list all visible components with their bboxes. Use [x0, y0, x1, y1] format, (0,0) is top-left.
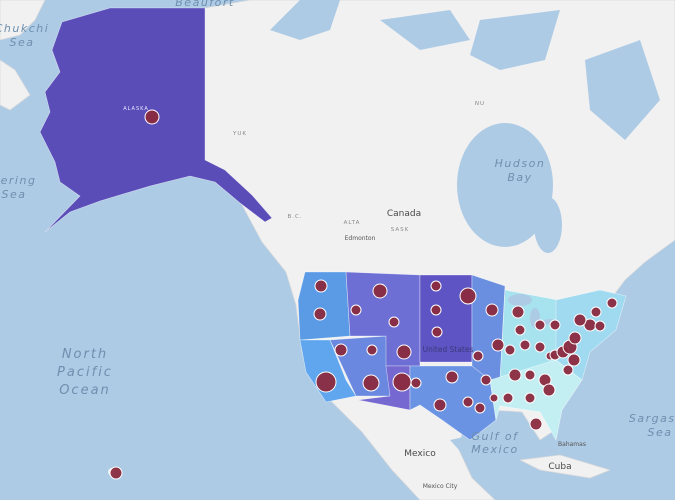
- bubble: [567, 353, 581, 367]
- bubble: [524, 369, 536, 381]
- bubble: [514, 324, 526, 336]
- land: [0, 59, 31, 111]
- province-label: ALTA: [344, 220, 361, 226]
- state-label: ALASKA: [123, 106, 149, 112]
- bubble: [489, 393, 499, 403]
- bubble: [472, 350, 484, 362]
- bubble: [445, 370, 459, 384]
- bubble: [534, 341, 546, 353]
- bubble: [459, 287, 477, 305]
- hudson-bay: [457, 123, 553, 247]
- bubble: [350, 304, 362, 316]
- bubble: [334, 343, 348, 357]
- bubble: [480, 374, 492, 386]
- sea-label: Bering: [0, 174, 36, 187]
- bubble: [534, 319, 546, 331]
- bubble: [396, 344, 412, 360]
- bubble: [144, 109, 160, 125]
- province-label: NU: [475, 101, 485, 107]
- bubble: [410, 377, 422, 389]
- sea-label: Pacific: [57, 365, 113, 380]
- sea-label: Hudson: [495, 157, 546, 170]
- bubble: [372, 283, 388, 299]
- country-label: United States: [423, 345, 474, 354]
- sea-label: North: [62, 347, 108, 362]
- bubble: [313, 307, 327, 321]
- bubble: [109, 466, 123, 480]
- sea-label: Sargasso: [629, 412, 675, 425]
- country-label: Canada: [387, 209, 421, 219]
- sea-label: Mexico: [471, 443, 519, 456]
- bubble: [511, 305, 525, 319]
- region-texas: [409, 365, 497, 441]
- bubble: [485, 303, 499, 317]
- bubble: [504, 344, 516, 356]
- arctic-channel: [470, 10, 560, 70]
- bubble: [524, 392, 536, 404]
- bubble: [388, 316, 400, 328]
- sea-label: Ocean: [59, 383, 111, 398]
- bubble: [431, 326, 443, 338]
- region-northwest: [297, 271, 351, 341]
- bubble: [508, 368, 522, 382]
- bubble: [362, 374, 380, 392]
- country-label: Bahamas: [558, 441, 586, 448]
- bubble: [568, 331, 582, 345]
- bubble: [562, 364, 574, 376]
- james-bay: [534, 197, 562, 253]
- bubble: [519, 339, 531, 351]
- bubble: [542, 383, 556, 397]
- baffin-bay: [585, 40, 660, 140]
- great-lake: [508, 294, 532, 306]
- bubble: [529, 417, 543, 431]
- bubble: [502, 392, 514, 404]
- bubble: [433, 398, 447, 412]
- sea-label: Gulf of: [471, 430, 519, 443]
- bubble: [606, 297, 618, 309]
- sea-label: Bay: [507, 171, 532, 184]
- bubble: [430, 280, 442, 292]
- gulf-water: [450, 425, 540, 465]
- land: [0, 0, 46, 41]
- bubble: [430, 304, 442, 316]
- province-label: SASK: [391, 227, 409, 233]
- country-label: Cuba: [548, 462, 571, 472]
- city-label: Edmonton: [345, 235, 376, 242]
- cuba-land: [518, 454, 612, 479]
- bubble: [392, 372, 412, 392]
- region-upper-midwest: [471, 274, 506, 381]
- province-label: B.C.: [287, 214, 302, 220]
- bubble: [491, 338, 505, 352]
- sea-label: Chukchi: [0, 22, 49, 35]
- sea-label: Sea: [648, 426, 673, 439]
- bubble: [314, 279, 328, 293]
- sea-label: Sea: [10, 36, 35, 49]
- bubble: [594, 320, 606, 332]
- bubble: [315, 371, 337, 393]
- bubble: [549, 319, 561, 331]
- bubble: [462, 396, 474, 408]
- sea-label: Beaufort: [175, 0, 234, 9]
- arctic-channel: [380, 10, 470, 50]
- bubble: [474, 402, 486, 414]
- bubble: [366, 344, 378, 356]
- province-label: YUK: [232, 131, 247, 137]
- city-label: Mexico City: [423, 483, 458, 490]
- sea-label: Sea: [2, 188, 27, 201]
- bubble: [590, 306, 602, 318]
- bubble: [573, 313, 587, 327]
- country-label: Mexico: [404, 449, 436, 459]
- beaufort-water: [270, 0, 340, 40]
